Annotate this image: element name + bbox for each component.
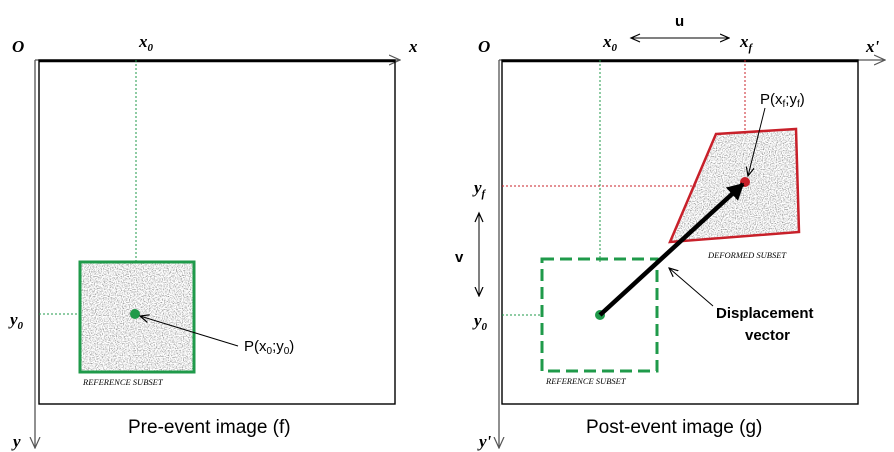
point-label-right: P(xf;yf) [760, 91, 805, 110]
point-label-left: P(x0;y0) [244, 338, 294, 357]
y-axis-label-left: y [11, 432, 21, 451]
u-label: u [675, 13, 684, 30]
yf-label-right: yf [472, 178, 487, 200]
deformed-subset-fill [670, 129, 799, 242]
origin-label-right: O [478, 37, 490, 56]
pre-event-panel: O x y x0 y0 P(x0;y0) REFERENCE SUBSET Pr… [8, 32, 418, 451]
xf-label-right: xf [739, 32, 754, 54]
deformed-subset [668, 127, 801, 244]
pointer-arrow-pf [748, 107, 766, 176]
caption-pre-event: Pre-event image (f) [128, 417, 291, 438]
origin-label-left: O [12, 37, 24, 56]
y0-label-left: y0 [8, 310, 24, 332]
post-event-panel: O x' y' x0 xf u yf v y0 P(xf;yf) DEFORME… [455, 13, 885, 451]
reference-subset-caption-left: REFERENCE SUBSET [82, 377, 164, 387]
reference-subset-caption-right: REFERENCE SUBSET [545, 376, 627, 386]
pointer-arrow-left [140, 316, 239, 347]
x0-label-left: x0 [138, 32, 154, 54]
y0-label-right: y0 [472, 311, 488, 333]
displacement-label-line1: Displacement [716, 305, 814, 322]
displacement-label-line2: vector [745, 327, 790, 344]
v-label: v [455, 249, 464, 266]
y-axis-label-right: y' [477, 432, 492, 451]
deformed-subset-caption: DEFORMED SUBSET [707, 250, 787, 260]
x-axis-label-left: x [408, 37, 418, 56]
point-p0-left [130, 309, 140, 319]
pointer-arrow-displacement [669, 268, 714, 307]
x0-label-right: x0 [602, 32, 618, 54]
displacement-vector [598, 182, 745, 317]
reference-subset-left [78, 260, 196, 374]
reference-subset-right [540, 257, 659, 373]
caption-post-event: Post-event image (g) [586, 417, 762, 438]
x-axis-label-right: x' [865, 37, 880, 56]
